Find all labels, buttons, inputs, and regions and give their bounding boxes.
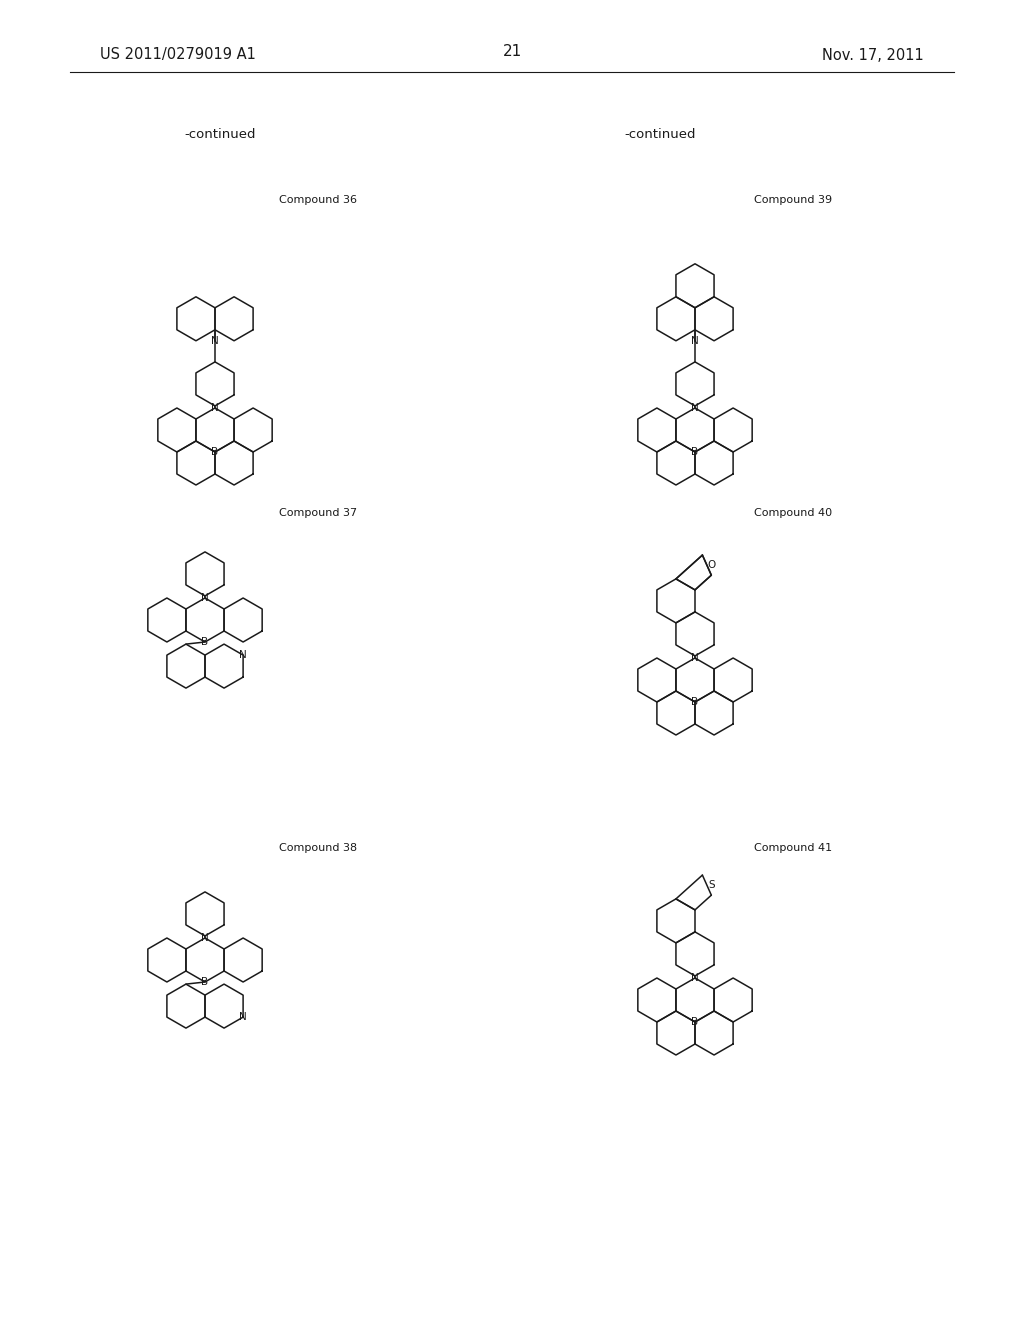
Text: N: N bbox=[240, 1012, 247, 1022]
Text: O: O bbox=[708, 560, 716, 570]
Text: S: S bbox=[709, 880, 715, 890]
Text: 21: 21 bbox=[503, 45, 521, 59]
Text: B: B bbox=[691, 447, 698, 457]
Text: Compound 39: Compound 39 bbox=[754, 195, 833, 205]
Text: Compound 36: Compound 36 bbox=[279, 195, 357, 205]
Text: Compound 41: Compound 41 bbox=[754, 843, 833, 853]
Text: B: B bbox=[211, 447, 218, 457]
Text: B: B bbox=[691, 1016, 698, 1027]
Text: B: B bbox=[691, 697, 698, 708]
Text: B: B bbox=[202, 977, 209, 987]
Text: B: B bbox=[202, 638, 209, 647]
Text: N: N bbox=[201, 933, 209, 942]
Text: Compound 37: Compound 37 bbox=[279, 508, 357, 517]
Text: N: N bbox=[691, 403, 698, 413]
Text: N: N bbox=[240, 651, 247, 660]
Text: -continued: -continued bbox=[625, 128, 695, 141]
Text: N: N bbox=[211, 335, 219, 346]
Text: Compound 40: Compound 40 bbox=[754, 508, 833, 517]
Text: N: N bbox=[691, 335, 698, 346]
Text: US 2011/0279019 A1: US 2011/0279019 A1 bbox=[100, 48, 256, 62]
Text: Compound 38: Compound 38 bbox=[279, 843, 357, 853]
Text: -continued: -continued bbox=[184, 128, 256, 141]
Text: N: N bbox=[211, 403, 219, 413]
Text: Nov. 17, 2011: Nov. 17, 2011 bbox=[822, 48, 924, 62]
Text: N: N bbox=[691, 973, 698, 983]
Text: N: N bbox=[201, 593, 209, 603]
Text: N: N bbox=[691, 653, 698, 663]
